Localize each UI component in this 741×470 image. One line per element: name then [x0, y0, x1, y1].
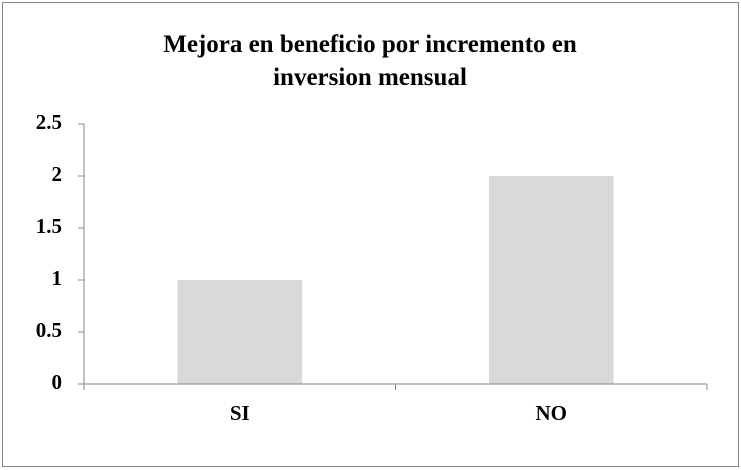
- x-tick-label: SI: [230, 401, 250, 425]
- y-tick-label: 0: [52, 370, 63, 394]
- y-tick-label: 2: [52, 162, 63, 186]
- y-tick-label: 0.5: [36, 318, 62, 342]
- y-tick-label: 2.5: [36, 110, 62, 134]
- bar: [488, 176, 614, 384]
- x-tick-label: NO: [536, 401, 568, 425]
- y-tick-label: 1.5: [36, 214, 62, 238]
- chart-title: Mejora en beneficio por incremento en in…: [163, 31, 577, 91]
- bar: [177, 280, 303, 384]
- y-tick-label: 1: [52, 266, 63, 290]
